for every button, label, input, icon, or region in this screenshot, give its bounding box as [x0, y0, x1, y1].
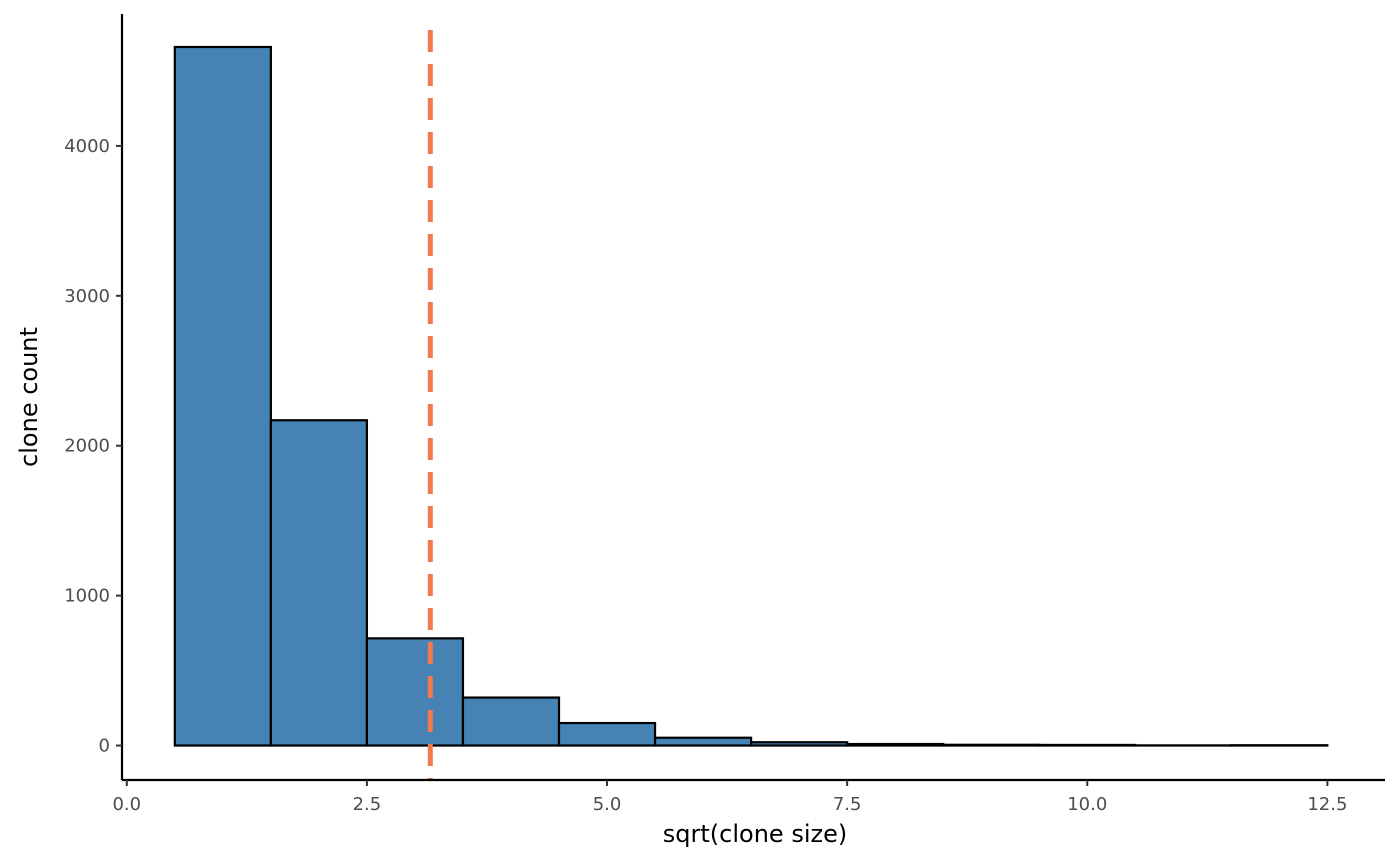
y-tick-label: 0	[99, 736, 110, 757]
histogram-bar-4	[461, 696, 561, 747]
x-tick-label: 0.0	[112, 794, 141, 815]
histogram-bar-3	[365, 637, 465, 747]
y-axis-ticks: 0 1000 2000 3000 4000	[64, 136, 122, 757]
y-tick-label: 4000	[64, 136, 110, 157]
histogram-bar-10	[1038, 743, 1137, 747]
x-tick-label: 10.0	[1067, 794, 1107, 815]
histogram-bar-2	[269, 419, 369, 747]
x-tick-label: 5.0	[593, 794, 622, 815]
axes	[120, 14, 1385, 782]
histogram-bar-6	[653, 736, 753, 747]
x-tick-label: 12.5	[1307, 794, 1347, 815]
histogram-bars	[173, 45, 1329, 747]
x-axis-ticks: 0.0 2.5 5.0 7.5 10.0 12.5	[112, 780, 1347, 815]
histogram-bar-1	[173, 45, 272, 747]
y-tick-label: 1000	[64, 586, 110, 607]
x-axis-title: sqrt(clone size)	[663, 820, 847, 848]
y-axis-title: clone count	[15, 327, 43, 467]
y-tick-label: 2000	[64, 436, 110, 457]
x-tick-label: 2.5	[353, 794, 382, 815]
x-tick-label: 7.5	[833, 794, 862, 815]
histogram-bar-9	[942, 743, 1041, 747]
histogram-bar-8	[846, 742, 945, 747]
histogram-bar-7	[749, 741, 849, 747]
histogram-bar-5	[557, 721, 657, 747]
y-tick-label: 3000	[64, 286, 110, 307]
